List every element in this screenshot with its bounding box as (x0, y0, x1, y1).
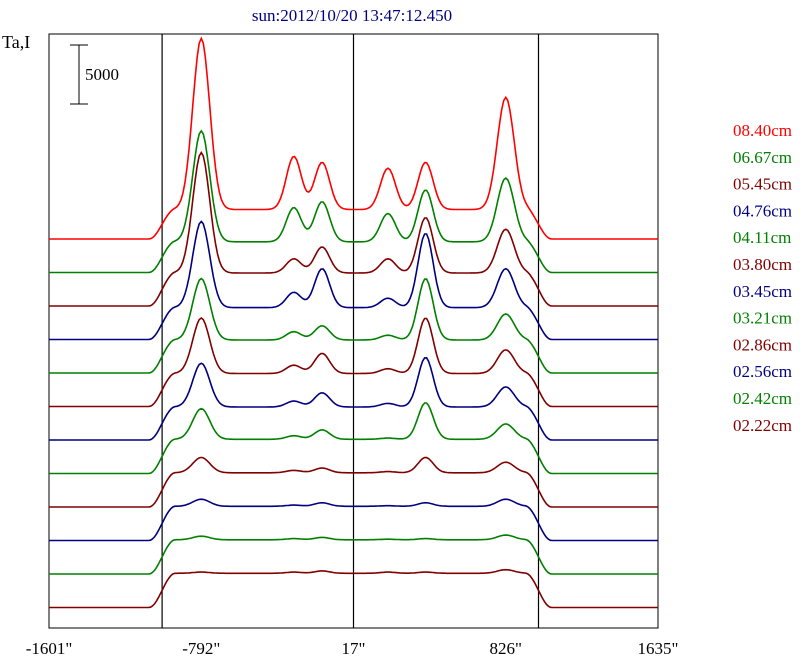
series-line-03.45cm (49, 356, 658, 441)
legend-entry: 02.56cm (733, 362, 792, 381)
legend-entry: 03.45cm (733, 282, 792, 301)
x-tick-label: -792" (182, 639, 220, 658)
series-line-02.22cm (49, 568, 658, 609)
series-line-05.45cm (49, 151, 658, 307)
legend-entry: 02.86cm (733, 335, 792, 354)
series-line-04.76cm (49, 220, 658, 341)
legend-entry: 04.76cm (733, 201, 792, 220)
series-line-03.21cm (49, 402, 658, 475)
scale-bar: 5000 (70, 44, 119, 105)
x-tick-label: 1635" (638, 639, 679, 658)
legend-entry: 03.80cm (733, 255, 792, 274)
legend-entry: 02.42cm (733, 389, 792, 408)
series-line-02.86cm (49, 456, 658, 508)
legend-entry: 03.21cm (733, 309, 792, 328)
series-line-04.11cm (49, 277, 658, 374)
x-tick-label: 17" (342, 639, 366, 658)
vertical-reference-lines (161, 34, 540, 628)
legend-entry: 02.22cm (733, 416, 792, 435)
legend-entry: 08.40cm (733, 121, 792, 140)
legend-entry: 04.11cm (733, 228, 791, 247)
x-tick-labels: -1601" -792" 17" 826" 1635" (26, 639, 679, 658)
series-line-02.42cm (49, 534, 658, 575)
series-line-03.80cm (49, 316, 658, 408)
chart-title: sun:2012/10/20 13:47:12.450 (252, 6, 452, 25)
legend-entry: 06.67cm (733, 148, 792, 167)
series-line-08.40cm (49, 36, 658, 240)
series-line-06.67cm (49, 129, 658, 274)
y-axis-label: Ta,I (2, 32, 30, 52)
series-line-02.56cm (49, 498, 658, 542)
scale-bar-label: 5000 (85, 65, 119, 84)
traces (49, 36, 658, 609)
x-tick-label: -1601" (26, 639, 73, 658)
x-tick-label: 826" (490, 639, 522, 658)
legend: 08.40cm 06.67cm 05.45cm 04.76cm 04.11cm 03.80… (733, 121, 792, 435)
legend-entry: 05.45cm (733, 175, 792, 194)
